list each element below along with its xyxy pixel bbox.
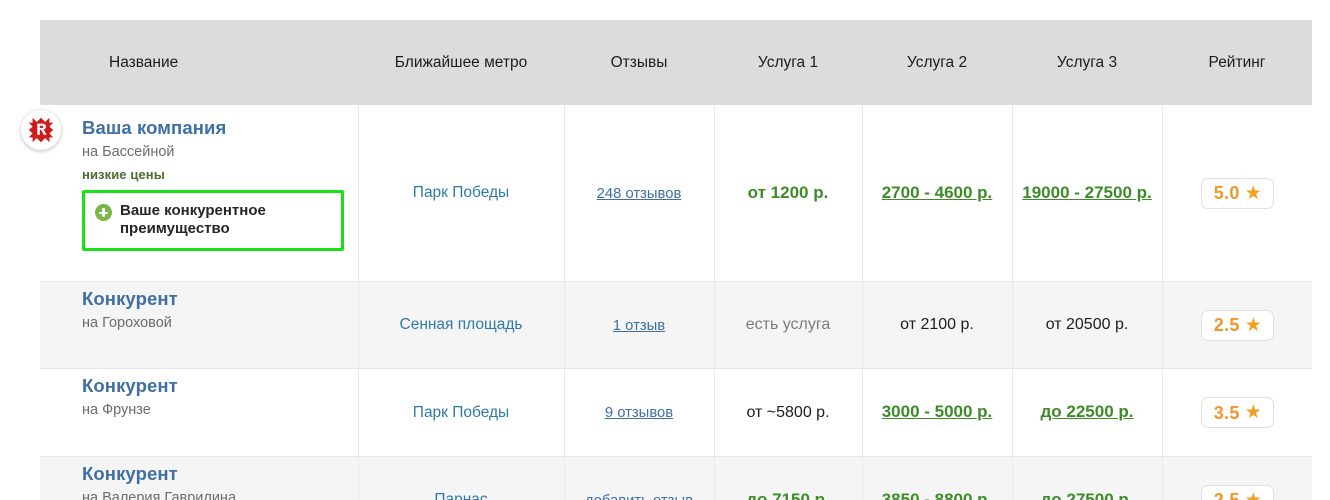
service-1-cell: от 1200 р. bbox=[714, 105, 863, 282]
competitive-advantage-label: Ваше конкурентное преимущество bbox=[120, 202, 266, 238]
service-2-cell: 2700 - 4600 р. bbox=[862, 105, 1013, 282]
company-address: на Бассейной bbox=[82, 143, 175, 160]
metro-name[interactable]: Парк Победы bbox=[412, 184, 510, 201]
metro-name[interactable]: Сенная площадь bbox=[399, 316, 523, 333]
table-header-row: Название Ближайшее метро Отзывы Услуга 1… bbox=[40, 20, 1312, 105]
column-header-metro: Ближайшее метро bbox=[358, 20, 564, 105]
company-name[interactable]: Конкурент bbox=[82, 288, 178, 309]
reviews-cell: добавить отзыв bbox=[564, 456, 715, 500]
service-2-cell: 3000 - 5000 р. bbox=[862, 368, 1013, 457]
metro-cell: Парнас bbox=[358, 456, 565, 500]
star-icon: ★ bbox=[1244, 489, 1262, 500]
reviews-cell: 1 отзыв bbox=[564, 281, 715, 369]
column-header-service-2: Услуга 2 bbox=[862, 20, 1012, 105]
service-1-cell: до 7150 р. bbox=[714, 456, 863, 500]
column-header-rating: Рейтинг bbox=[1162, 20, 1312, 105]
table-row: Конкурент на Фрунзе Парк Победы 9 отзыво… bbox=[40, 368, 1312, 457]
rating-value: 2.5 bbox=[1213, 490, 1240, 500]
reviews-cell: 9 отзывов bbox=[564, 368, 715, 457]
service-3-cell: до 22500 р. bbox=[1012, 368, 1163, 457]
competitor-comparison-table: Название Ближайшее метро Отзывы Услуга 1… bbox=[40, 20, 1312, 500]
service-2-value: 2700 - 4600 р. bbox=[881, 182, 993, 202]
status-badge: 3.5 ★ bbox=[1200, 397, 1274, 428]
company-cell: Конкурент на Гороховой bbox=[40, 281, 359, 369]
company-tag: низкие цены bbox=[82, 167, 165, 183]
service-3-value: от 20500 р. bbox=[1045, 316, 1129, 334]
company-name[interactable]: Ваша компания bbox=[82, 117, 227, 138]
service-2-value: от 2100 р. bbox=[900, 316, 974, 334]
plus-circle-icon bbox=[95, 204, 112, 222]
table-header: Название Ближайшее метро Отзывы Услуга 1… bbox=[40, 20, 1312, 105]
star-icon: ★ bbox=[1244, 402, 1262, 423]
company-address: на Гороховой bbox=[82, 314, 172, 331]
company-name[interactable]: Конкурент bbox=[82, 463, 178, 484]
metro-name[interactable]: Парк Победы bbox=[412, 403, 510, 421]
company-address: на Валерия Гаврилина bbox=[82, 489, 237, 500]
service-3-cell: до 27500 р. bbox=[1012, 456, 1163, 500]
metro-cell: Парк Победы bbox=[358, 105, 565, 282]
rating-cell: 2.5 ★ bbox=[1162, 281, 1312, 369]
service-3-value: до 22500 р. bbox=[1040, 402, 1134, 422]
competitive-advantage-box[interactable]: Ваше конкурентное преимущество bbox=[82, 190, 344, 252]
status-badge: 2.5 ★ bbox=[1200, 309, 1274, 341]
column-header-name: Название bbox=[40, 20, 358, 105]
service-1-value: есть услуга bbox=[745, 316, 831, 334]
table-row: Конкурент на Гороховой Сенная площадь 1 … bbox=[40, 281, 1312, 369]
service-2-cell: 3850 - 8800 р. bbox=[862, 456, 1013, 500]
column-header-service-3: Услуга 3 bbox=[1012, 20, 1162, 105]
status-badge: 5.0 ★ bbox=[1200, 177, 1274, 209]
service-3-cell: от 20500 р. bbox=[1012, 281, 1163, 369]
metro-name[interactable]: Парнас bbox=[434, 491, 488, 500]
service-1-value: до 7150 р. bbox=[746, 489, 830, 500]
service-1-value: от ~5800 р. bbox=[746, 403, 830, 421]
reviews-link[interactable]: 9 отзывов bbox=[604, 405, 674, 421]
company-logo-icon bbox=[21, 110, 61, 150]
rating-cell: 2.5 ★ bbox=[1162, 456, 1312, 500]
status-badge: 2.5 ★ bbox=[1200, 484, 1274, 500]
rating-cell: 5.0 ★ bbox=[1162, 105, 1312, 282]
service-2-value: 3850 - 8800 р. bbox=[881, 489, 993, 500]
table-body: Ваша компания на Бассейной низкие цены В… bbox=[40, 105, 1312, 500]
rating-value: 5.0 bbox=[1213, 183, 1240, 203]
company-cell: Ваша компания на Бассейной низкие цены В… bbox=[40, 105, 359, 282]
service-3-value: 19000 - 27500 р. bbox=[1022, 182, 1152, 202]
rating-value: 2.5 bbox=[1213, 315, 1240, 335]
column-header-reviews: Отзывы bbox=[564, 20, 714, 105]
service-2-cell: от 2100 р. bbox=[862, 281, 1013, 369]
star-icon: ★ bbox=[1244, 182, 1262, 204]
service-3-cell: 19000 - 27500 р. bbox=[1012, 105, 1163, 282]
company-name[interactable]: Конкурент bbox=[82, 375, 178, 396]
company-cell: Конкурент на Валерия Гаврилина bbox=[40, 456, 359, 500]
service-1-value: от 1200 р. bbox=[747, 182, 829, 202]
reviews-link[interactable]: 1 отзыв bbox=[612, 317, 666, 334]
service-1-cell: от ~5800 р. bbox=[714, 368, 863, 457]
company-cell: Конкурент на Фрунзе bbox=[40, 368, 359, 457]
table-row: Конкурент на Валерия Гаврилина Парнас до… bbox=[40, 456, 1312, 500]
metro-cell: Сенная площадь bbox=[358, 281, 565, 369]
rating-value: 3.5 bbox=[1213, 402, 1240, 423]
star-icon: ★ bbox=[1244, 314, 1262, 336]
column-header-service-1: Услуга 1 bbox=[714, 20, 862, 105]
metro-cell: Парк Победы bbox=[358, 368, 565, 457]
table-row-your-company: Ваша компания на Бассейной низкие цены В… bbox=[40, 105, 1312, 282]
reviews-link[interactable]: 248 отзывов bbox=[596, 185, 682, 202]
reviews-cell: 248 отзывов bbox=[564, 105, 715, 282]
service-2-value: 3000 - 5000 р. bbox=[881, 402, 993, 422]
rating-cell: 3.5 ★ bbox=[1162, 368, 1312, 457]
company-address: на Фрунзе bbox=[82, 401, 151, 418]
service-3-value: до 27500 р. bbox=[1040, 489, 1134, 500]
service-1-cell: есть услуга bbox=[714, 281, 863, 369]
add-review-link[interactable]: добавить отзыв bbox=[585, 493, 693, 500]
